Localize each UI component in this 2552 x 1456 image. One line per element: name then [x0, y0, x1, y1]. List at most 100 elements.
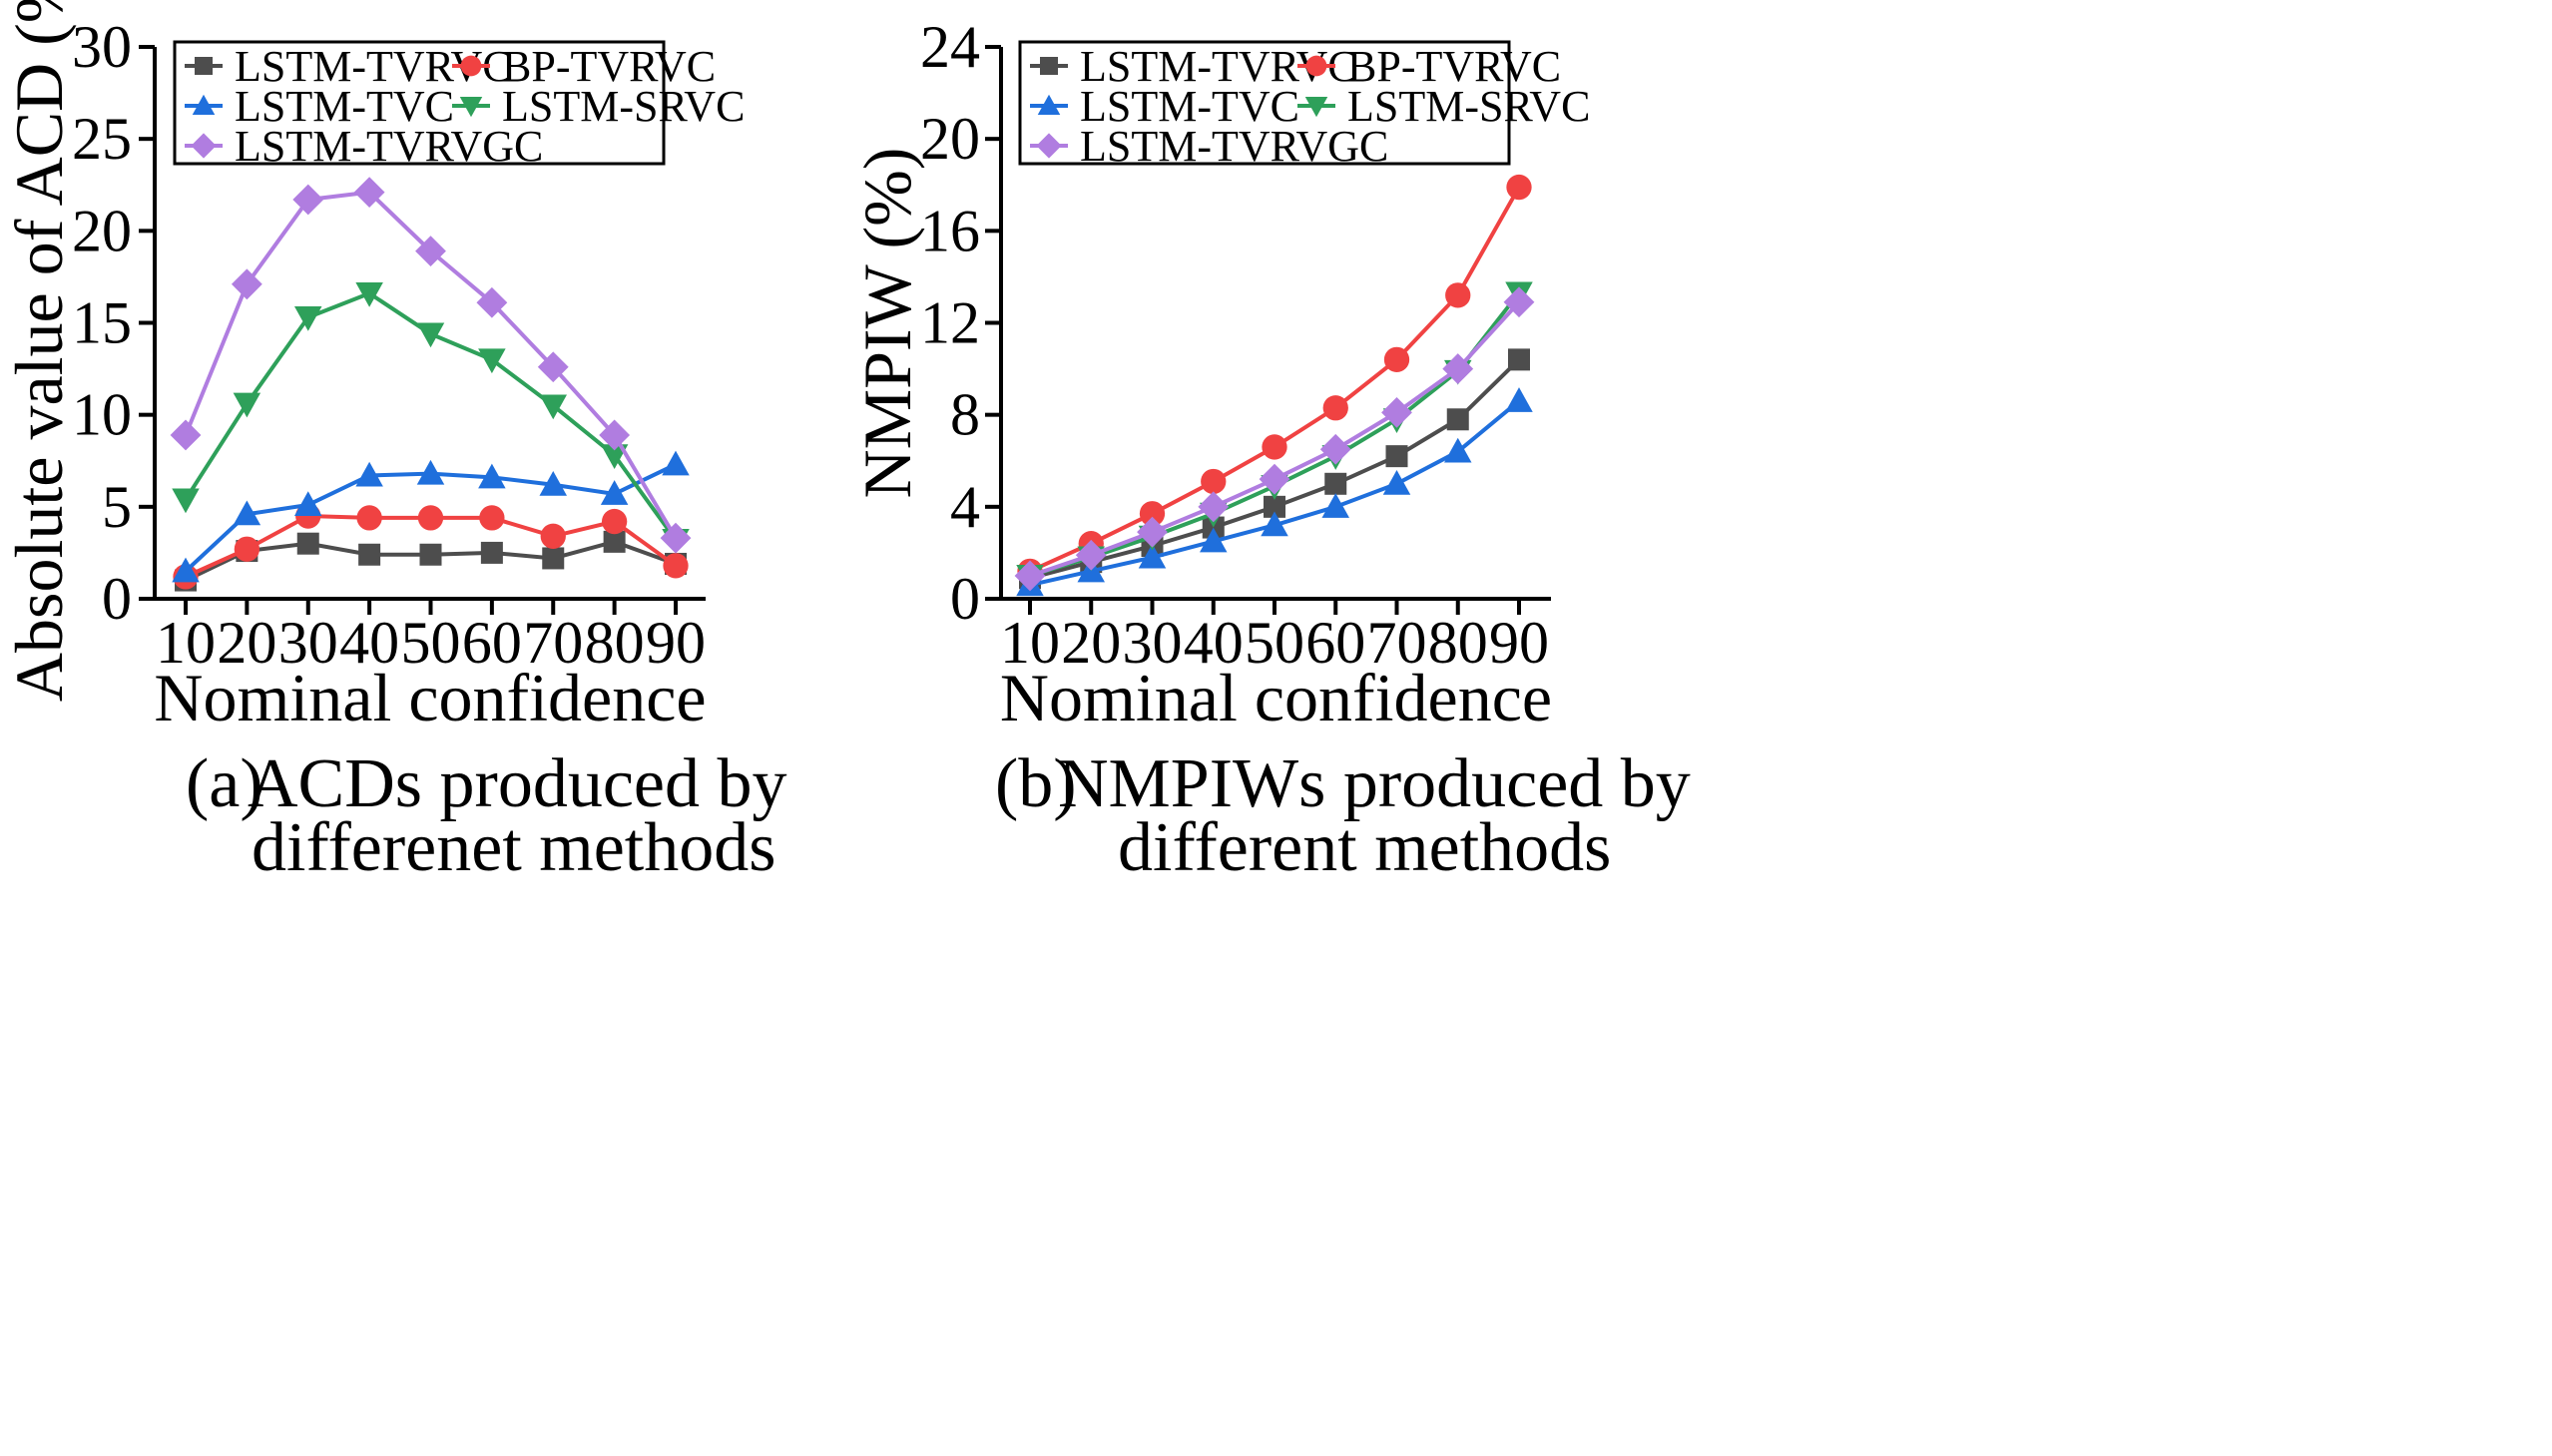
data-point-lstm-tvrvc [358, 543, 381, 566]
x-tick-label: 90 [646, 610, 706, 676]
y-axis-title: NMPIW (%) [849, 148, 925, 499]
x-tick-label: 20 [217, 610, 276, 676]
x-axis-title: Nominal confidence [154, 660, 706, 735]
y-tick-label: 10 [72, 382, 132, 448]
data-point-lstm-tvrvgc [170, 419, 202, 451]
data-point-lstm-tvrvc [542, 547, 565, 570]
data-point-lstm-tvc [172, 557, 200, 583]
data-point-lstm-tvrvc [296, 532, 319, 555]
x-tick-label: 50 [401, 610, 461, 676]
legend-marker-lstm-tvrvc [195, 57, 213, 75]
data-point-lstm-tvrvgc [353, 177, 385, 209]
x-tick-label: 20 [1061, 610, 1121, 676]
data-point-lstm-tvc [662, 450, 690, 476]
caption-tag: (a) [186, 745, 263, 822]
data-point-lstm-tvrvgc [1075, 539, 1107, 571]
data-point-lstm-tvrvgc [1319, 433, 1351, 465]
data-point-lstm-tvrvc [1508, 348, 1530, 371]
data-point-lstm-tvc [1261, 511, 1288, 537]
legend-label-lstm-srvc: LSTM-SRVC [502, 82, 745, 131]
x-tick-label: 80 [585, 610, 645, 676]
y-tick-label: 8 [950, 382, 980, 448]
legend-marker-lstm-tvrvgc [1036, 133, 1062, 159]
data-point-lstm-tvrvc [1385, 445, 1408, 468]
legend-label-lstm-tvc: LSTM-TVC [1080, 82, 1299, 131]
data-point-lstm-srvc [233, 392, 261, 418]
data-point-bp-tvrvc [540, 523, 566, 549]
data-point-lstm-tvrvc [1324, 472, 1347, 495]
y-tick-label: 4 [950, 474, 980, 540]
legend-marker-bp-tvrvc [1305, 55, 1327, 77]
x-tick-label: 60 [1305, 610, 1365, 676]
data-point-bp-tvrvc [601, 508, 628, 535]
data-point-lstm-tvrvgc [1137, 516, 1168, 548]
data-point-lstm-tvrvc [1446, 408, 1469, 431]
x-tick-label: 50 [1245, 610, 1304, 676]
x-tick-label: 70 [523, 610, 583, 676]
y-tick-label: 24 [920, 14, 980, 80]
legend-marker-lstm-tvrvc [1040, 57, 1058, 75]
data-point-lstm-srvc [294, 305, 322, 331]
x-tick-label: 30 [278, 610, 338, 676]
data-point-lstm-tvc [539, 470, 567, 496]
data-point-lstm-srvc [478, 348, 506, 374]
data-point-lstm-tvc [1138, 543, 1167, 569]
data-point-lstm-tvc [416, 459, 445, 485]
caption-line-1: NMPIWs produced by [1058, 745, 1691, 822]
x-tick-label: 40 [339, 610, 399, 676]
x-tick-label: 30 [1123, 610, 1183, 676]
data-point-bp-tvrvc [1322, 395, 1348, 421]
data-point-bp-tvrvc [1383, 346, 1410, 373]
x-axis-title: Nominal confidence [1000, 660, 1552, 735]
data-point-lstm-tvrvgc [537, 351, 569, 383]
caption-line-1: ACDs produced by [248, 745, 786, 822]
data-point-bp-tvrvc [234, 536, 260, 562]
data-point-lstm-tvrvgc [231, 268, 262, 300]
caption-line-2: differenet methods [252, 809, 775, 886]
x-tick-label: 90 [1489, 610, 1549, 676]
data-point-lstm-tvrvgc [476, 286, 508, 318]
data-point-lstm-tvrvgc [1259, 463, 1290, 495]
data-point-lstm-tvc [1444, 437, 1472, 463]
data-point-lstm-tvrvgc [1014, 560, 1046, 592]
legend-box [173, 40, 666, 166]
data-point-lstm-tvrvgc [1198, 491, 1230, 523]
y-tick-label: 30 [72, 14, 132, 80]
caption-line-2: different methods [1118, 809, 1611, 886]
data-point-lstm-tvrvc [480, 541, 503, 564]
legend-marker-bp-tvrvc [460, 55, 482, 77]
data-point-lstm-tvc [1382, 470, 1411, 495]
x-tick-label: 80 [1428, 610, 1488, 676]
data-point-bp-tvrvc [1445, 282, 1471, 308]
y-tick-label: 16 [920, 198, 980, 263]
data-point-bp-tvrvc [1139, 501, 1166, 527]
legend-label-lstm-tvrvgc: LSTM-TVRVGC [235, 122, 543, 171]
data-point-lstm-tvc [600, 480, 629, 505]
legend-marker-lstm-tvc [1037, 94, 1061, 115]
data-point-bp-tvrvc [1262, 434, 1287, 460]
data-point-lstm-srvc [355, 282, 383, 307]
data-point-bp-tvrvc [417, 505, 444, 531]
legend-marker-lstm-tvrvgc [191, 133, 217, 159]
legend-box [1018, 40, 1511, 166]
y-tick-label: 20 [920, 106, 980, 172]
data-point-lstm-srvc [172, 488, 200, 514]
legend-marker-lstm-tvc [192, 94, 216, 115]
data-point-lstm-tvc [1200, 527, 1228, 553]
data-point-lstm-tvrvgc [1503, 286, 1535, 318]
legend-label-bp-tvrvc: BP-TVRVC [1347, 42, 1561, 91]
data-point-lstm-tvc [294, 491, 322, 516]
data-point-lstm-tvrvgc [599, 419, 631, 451]
data-point-lstm-srvc [539, 394, 567, 420]
data-point-lstm-tvc [1321, 493, 1349, 518]
data-point-lstm-tvrvgc [660, 522, 692, 554]
legend-label-lstm-srvc: LSTM-SRVC [1347, 82, 1590, 131]
legend-label-lstm-tvrvgc: LSTM-TVRVGC [1080, 122, 1388, 171]
x-tick-label: 10 [156, 610, 216, 676]
y-tick-label: 15 [72, 290, 132, 356]
caption-tag: (b) [995, 745, 1077, 822]
y-tick-label: 5 [102, 474, 132, 540]
legend-marker-lstm-srvc [1304, 97, 1328, 118]
legend-marker-lstm-srvc [459, 97, 483, 118]
